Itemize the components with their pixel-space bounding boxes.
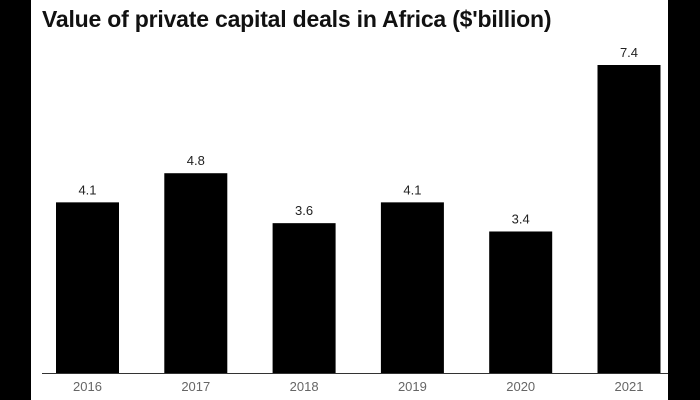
- x-tick-label-2016: 2016: [73, 379, 102, 394]
- data-label-2016: 4.1: [78, 182, 96, 197]
- bar-chart: 4.1 2016 4.8 2017 3.6 2018 4.1 2019 3.4 2020 7.4 20…: [42, 45, 668, 394]
- x-tick-label-2017: 2017: [181, 379, 210, 394]
- bar-2020: [489, 231, 553, 373]
- data-label-2018: 3.6: [295, 203, 313, 218]
- x-tick-label-2020: 2020: [506, 379, 535, 394]
- bar-2016: [56, 202, 119, 373]
- chart-title: Value of private capital deals in Africa…: [42, 6, 552, 32]
- bar-2019: [380, 202, 444, 373]
- x-tick-label-2018: 2018: [290, 379, 319, 394]
- data-label-2020: 3.4: [512, 211, 530, 226]
- x-tick-label-2019: 2019: [398, 379, 427, 394]
- data-label-2021: 7.4: [620, 45, 638, 60]
- bar-2021: [597, 65, 661, 373]
- data-label-2019: 4.1: [403, 182, 421, 197]
- bar-2017: [164, 173, 228, 373]
- chart-panel: Value of private capital deals in Africa…: [31, 0, 668, 400]
- bar-2018: [272, 223, 336, 373]
- x-tick-label-2021: 2021: [615, 379, 644, 394]
- data-label-2017: 4.8: [187, 153, 205, 168]
